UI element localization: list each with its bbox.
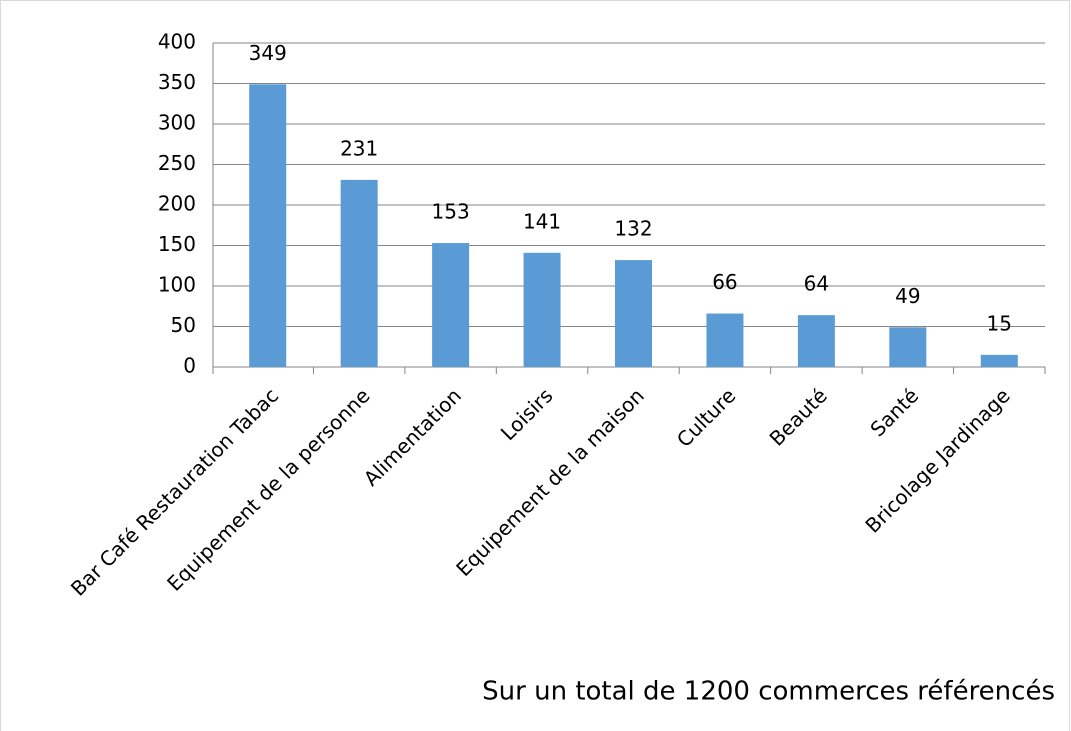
annotation: Sur un total de 1200 commerces référencé…	[482, 677, 1055, 707]
data-label: 132	[614, 217, 652, 241]
y-tick-label: 350	[158, 70, 196, 94]
bar	[797, 315, 835, 367]
bar	[340, 179, 378, 367]
bar	[980, 354, 1018, 367]
y-tick-label: 250	[158, 151, 196, 175]
bar	[706, 313, 744, 367]
y-tick-label: 50	[171, 313, 196, 337]
data-label: 153	[432, 200, 470, 224]
bar	[615, 260, 652, 367]
data-label: 15	[987, 311, 1012, 335]
bar	[889, 327, 927, 367]
y-tick-label: 300	[158, 111, 196, 135]
y-tick-label: 0	[183, 354, 196, 378]
y-tick-label: 200	[158, 192, 196, 216]
bar	[523, 252, 561, 367]
data-label: 66	[712, 270, 737, 294]
data-label: 141	[523, 209, 561, 233]
data-label: 349	[249, 41, 287, 65]
data-label: 64	[804, 272, 829, 296]
y-tick-label: 100	[158, 273, 196, 297]
bar	[249, 84, 287, 367]
data-label: 49	[895, 284, 920, 308]
y-tick-label: 150	[158, 232, 196, 256]
y-tick-label: 400	[158, 30, 196, 54]
bar	[432, 243, 470, 367]
data-label: 231	[340, 136, 378, 160]
